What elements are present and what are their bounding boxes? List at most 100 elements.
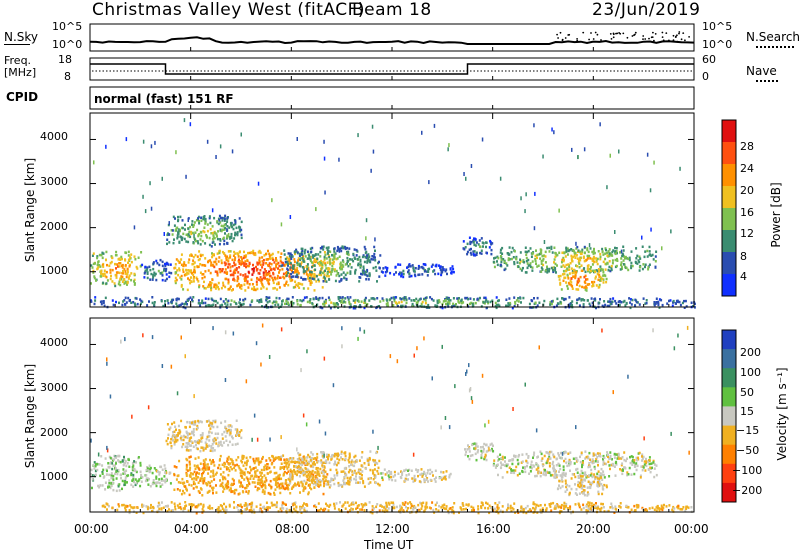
power-echo-cell <box>347 250 350 254</box>
vel-echo-cell <box>600 476 603 479</box>
vel-echo-cell <box>612 463 614 466</box>
power-echo-cell <box>553 261 555 264</box>
vel-echo-cell <box>578 492 581 495</box>
power-echo-cell <box>540 262 543 265</box>
vel-echo-cell <box>494 466 497 469</box>
power-echo-cell <box>238 262 241 265</box>
vel-echo-cell <box>565 485 568 489</box>
vel-echo-cell <box>601 478 604 481</box>
power-echo-cell <box>281 264 284 267</box>
power-echo-cell <box>318 273 321 276</box>
vel-echo-cell <box>124 472 127 475</box>
vel-echo-cell <box>317 480 320 483</box>
vel-echo-cell <box>506 470 509 474</box>
vel-echo-cell <box>288 477 291 480</box>
power-echo-cell <box>190 232 193 236</box>
vel-echo-cell <box>278 477 280 481</box>
vel-echo-cell <box>178 432 181 435</box>
power-echo-cell <box>367 278 370 281</box>
vel-echo-cell <box>224 483 227 487</box>
noise-search-dot <box>612 36 615 39</box>
vel-echo-cell <box>272 457 275 460</box>
power-echo-cell <box>453 304 456 307</box>
power-echo-cell <box>276 274 279 278</box>
power-echo-cell <box>270 253 273 257</box>
power-echo-cell <box>300 247 303 251</box>
vel-echo-cell <box>182 443 185 446</box>
power-echo-cell <box>311 277 314 280</box>
vel-echo-cell <box>394 479 397 482</box>
vel-echo-cell <box>407 469 409 472</box>
power-echo-cell <box>211 263 214 267</box>
power-echo-cell <box>480 237 483 240</box>
power-scatter-cell <box>661 246 663 251</box>
vel-echo-cell <box>444 476 446 479</box>
power-echo-cell <box>269 274 272 278</box>
power-echo-cell <box>283 249 286 252</box>
power-echo-cell <box>283 253 286 256</box>
vel-echo-cell <box>590 460 593 464</box>
vel-echo-cell <box>549 450 552 454</box>
vel-echo-cell <box>292 460 294 464</box>
power-echo-cell <box>562 279 565 282</box>
power-echo-cell <box>466 252 469 256</box>
power-echo-cell <box>229 250 232 253</box>
power-echo-cell <box>105 270 108 274</box>
vel-echo-cell <box>484 453 487 457</box>
power-echo-cell <box>207 260 209 264</box>
power-scatter-cell <box>289 215 292 219</box>
vel-echo-cell <box>466 448 469 451</box>
power-echo-cell <box>684 299 687 303</box>
power-echo-cell <box>343 300 346 303</box>
power-echo-cell <box>227 278 230 281</box>
power-echo-cell <box>408 275 411 278</box>
vel-echo-cell <box>369 468 372 472</box>
vel-echo-cell <box>110 476 113 480</box>
vel-echo-cell <box>165 478 168 481</box>
vel-echo-cell <box>199 420 202 423</box>
power-scatter-cell <box>649 188 652 193</box>
power-echo-cell <box>559 281 562 285</box>
vel-echo-cell <box>307 492 310 496</box>
vel-echo-cell <box>480 449 483 453</box>
power-echo-cell <box>199 263 202 266</box>
power-echo-cell <box>106 263 108 267</box>
power-echo-cell <box>693 302 696 306</box>
power-echo-cell <box>598 270 601 273</box>
power-echo-cell <box>271 301 274 305</box>
vel-echo-cell <box>569 461 572 464</box>
vel-echo-cell <box>200 420 203 424</box>
power-echo-cell <box>228 263 231 266</box>
power-echo-cell <box>327 249 330 253</box>
power-echo-cell <box>341 259 344 262</box>
power-echo-cell <box>328 255 331 259</box>
power-echo-cell <box>100 271 102 274</box>
power-echo-cell <box>328 267 331 270</box>
power-echo-cell <box>275 265 278 269</box>
power-echo-cell <box>233 261 236 264</box>
power-echo-cell <box>470 253 473 256</box>
vel-echo-cell <box>580 481 583 484</box>
vel-echo-cell <box>314 481 317 484</box>
power-echo-cell <box>269 266 272 269</box>
vel-echo-cell <box>267 466 269 470</box>
vel-echo-cell <box>320 451 323 454</box>
vel-echo-cell <box>140 473 143 477</box>
vel-echo-cell <box>553 476 556 479</box>
power-echo-cell <box>475 253 478 256</box>
power-echo-cell <box>202 217 205 221</box>
power-echo-cell <box>492 260 495 264</box>
power-echo-cell <box>366 254 369 257</box>
vel-echo-cell <box>335 452 338 456</box>
power-scatter-cell <box>374 237 376 242</box>
vel-echo-cell <box>289 476 291 479</box>
vel-echo-cell <box>101 464 104 467</box>
vel-echo-cell <box>372 458 375 462</box>
power-echo-cell <box>644 250 647 253</box>
vel-echo-cell <box>246 484 248 487</box>
power-echo-cell <box>208 216 211 220</box>
power-echo-cell <box>501 246 504 250</box>
vel-echo-cell <box>266 463 269 466</box>
power-echo-cell <box>571 300 574 303</box>
vel-echo-cell <box>225 482 228 486</box>
